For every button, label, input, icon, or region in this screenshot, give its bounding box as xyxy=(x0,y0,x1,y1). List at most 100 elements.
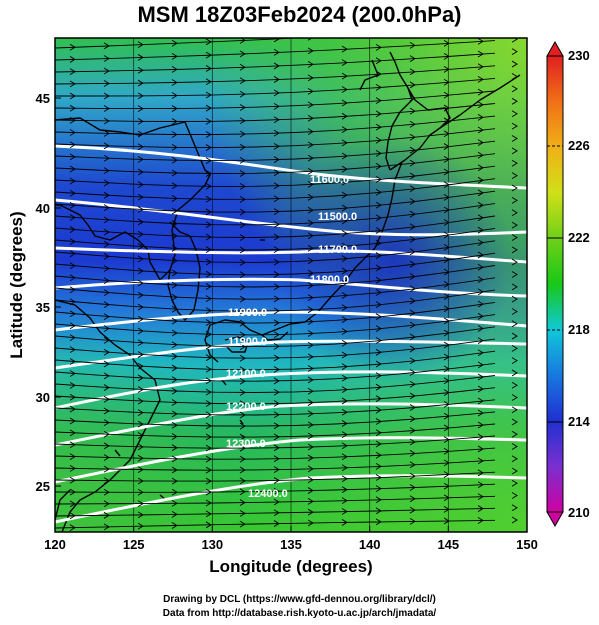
wind-arrow xyxy=(341,255,348,262)
wind-arrow xyxy=(69,56,76,63)
wind-arrow xyxy=(205,411,212,419)
contour-label: 11900.0 xyxy=(228,307,267,319)
wind-arrow xyxy=(69,381,76,389)
wind-arrow xyxy=(409,438,416,446)
wind-arrow xyxy=(205,117,212,125)
wind-arrow xyxy=(171,488,178,496)
wind-arrow xyxy=(443,317,450,325)
wind-arrow xyxy=(273,422,280,430)
wind-arrow xyxy=(375,43,382,51)
wind-arrow xyxy=(205,499,212,507)
wind-streamlines xyxy=(55,38,518,531)
wind-arrow xyxy=(171,220,178,227)
wind-arrow xyxy=(341,165,348,173)
wind-arrow xyxy=(137,193,144,201)
wind-arrow xyxy=(69,238,76,246)
streamline xyxy=(55,387,496,405)
wind-arrow xyxy=(171,410,178,418)
wind-arrow xyxy=(409,273,416,280)
wind-arrow xyxy=(137,291,144,299)
wind-arrow xyxy=(205,295,212,302)
wind-arrow xyxy=(443,65,450,73)
wind-arrow xyxy=(273,102,280,110)
wind-arrow xyxy=(239,50,246,58)
wind-arrow xyxy=(103,167,110,175)
wind-arrow xyxy=(103,477,110,485)
wind-arrow xyxy=(307,38,313,41)
wind-arrow xyxy=(205,330,212,338)
wind-arrow xyxy=(69,177,76,185)
wind-arrow xyxy=(375,372,382,380)
wind-arrow xyxy=(307,353,314,361)
streamline xyxy=(55,128,496,149)
wind-arrow xyxy=(103,42,110,50)
wind-arrow xyxy=(205,488,212,496)
y-tick-labels: 25 30 35 40 45 xyxy=(36,91,50,494)
wind-arrow xyxy=(205,233,212,241)
wind-arrow xyxy=(443,412,450,420)
wind-arrow xyxy=(477,226,484,234)
streamline xyxy=(55,289,496,312)
wind-arrow xyxy=(307,47,314,55)
wind-arrow xyxy=(103,325,110,332)
wind-arrow xyxy=(477,469,484,477)
streamline xyxy=(55,277,496,300)
wind-arrow xyxy=(69,214,76,221)
wind-arrow xyxy=(273,142,280,150)
wind-arrow xyxy=(239,455,246,463)
wind-arrow xyxy=(205,477,212,485)
wind-arrow xyxy=(307,508,314,516)
wind-arrow xyxy=(273,62,280,70)
wind-arrow xyxy=(137,279,144,287)
wind-arrow xyxy=(273,487,280,495)
wind-arrow xyxy=(137,454,144,462)
wind-arrow xyxy=(375,383,382,391)
wind-arrow xyxy=(375,70,382,78)
wind-arrow xyxy=(443,143,450,150)
wind-arrow xyxy=(103,191,110,199)
wind-arrow xyxy=(341,45,348,53)
wind-arrow xyxy=(103,336,110,344)
wind-arrow xyxy=(273,444,280,452)
wind-arrow xyxy=(69,189,76,197)
wind-arrow xyxy=(103,442,110,450)
wind-arrow xyxy=(443,231,450,239)
wind-arrow xyxy=(443,365,450,373)
wind-arrow xyxy=(239,183,246,190)
wind-arrow xyxy=(307,443,314,451)
wind-arrow xyxy=(341,152,348,160)
axis-ticks xyxy=(54,97,528,532)
wind-arrow xyxy=(69,465,76,472)
wind-arrow xyxy=(103,92,110,100)
wind-arrow xyxy=(273,182,280,190)
streamline xyxy=(55,140,496,162)
wind-arrow xyxy=(239,319,246,327)
wind-arrow xyxy=(69,286,76,294)
wind-arrow xyxy=(375,252,382,259)
wind-arrow xyxy=(477,151,484,159)
wind-arrow xyxy=(341,328,348,335)
contour-label: 11600.0 xyxy=(310,174,349,186)
wind-arrow xyxy=(205,365,212,373)
wind-arrow xyxy=(137,130,144,138)
wind-arrow xyxy=(477,176,484,184)
wind-arrow xyxy=(409,55,416,62)
wind-arrow xyxy=(477,76,484,83)
streamline xyxy=(55,165,496,187)
wind-arrow xyxy=(239,221,246,229)
wind-arrow xyxy=(307,257,314,265)
streamline xyxy=(55,411,496,427)
wind-arrow xyxy=(137,54,144,61)
wind-arrow xyxy=(477,63,484,71)
wind-arrow xyxy=(273,129,280,137)
wind-arrow xyxy=(239,170,246,177)
wind-arrow xyxy=(307,61,314,68)
wind-arrow xyxy=(511,60,518,68)
wind-arrow xyxy=(103,419,110,427)
wind-arrow xyxy=(171,232,178,240)
wind-arrow xyxy=(443,193,450,201)
wind-arrow xyxy=(341,453,348,461)
wind-arrow xyxy=(137,339,144,347)
wind-arrow xyxy=(375,474,382,481)
